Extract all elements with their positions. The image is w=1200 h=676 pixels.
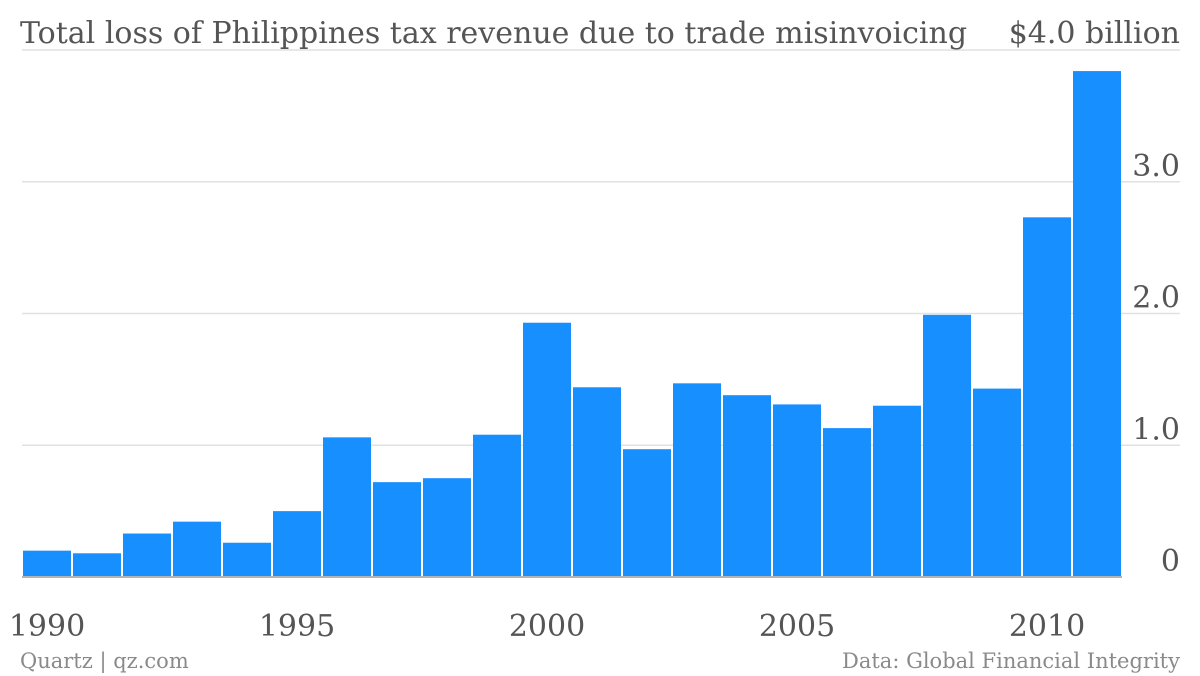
- bar-2008: [923, 314, 971, 577]
- bar-1998: [423, 478, 471, 577]
- bar-2009: [973, 388, 1021, 577]
- bar-1990: [23, 550, 71, 577]
- bar-1993: [173, 521, 221, 577]
- y-tick-label: $4.0 billion: [1009, 16, 1180, 51]
- bar-2002: [623, 449, 671, 577]
- bar-1994: [223, 542, 271, 577]
- x-tick-label: 2005: [759, 609, 835, 644]
- y-tick-label: 0: [1161, 544, 1180, 579]
- y-tick-labels: 0 1.0 2.0 3.0 $4.0 billion: [1009, 16, 1180, 579]
- bars: [23, 71, 1121, 577]
- bar-2011: [1073, 71, 1121, 577]
- bar-1997: [373, 482, 421, 577]
- source-right: Data: Global Financial Integrity: [842, 649, 1180, 673]
- x-tick-label: 2010: [1009, 609, 1085, 644]
- bar-2003: [673, 383, 721, 577]
- gridlines: [22, 49, 1180, 446]
- bar-1992: [123, 533, 171, 577]
- bar-2006: [823, 428, 871, 577]
- y-tick-label: 1.0: [1132, 412, 1180, 447]
- x-tick-label: 1995: [259, 609, 335, 644]
- x-tick-labels: 1990 1995 2000 2005 2010: [9, 609, 1085, 644]
- bar-2005: [773, 404, 821, 577]
- bar-2004: [723, 395, 771, 577]
- y-tick-label: 3.0: [1132, 149, 1180, 184]
- bar-1991: [73, 553, 121, 577]
- x-tick-label: 2000: [509, 609, 585, 644]
- bar-2000: [523, 322, 571, 577]
- bar-1996: [323, 437, 371, 577]
- bar-2001: [573, 387, 621, 577]
- bar-2010: [1023, 217, 1071, 577]
- bar-1999: [473, 434, 521, 577]
- chart-title: Total loss of Philippines tax revenue du…: [20, 16, 967, 51]
- bar-2007: [873, 405, 921, 577]
- x-tick-label: 1990: [9, 609, 85, 644]
- source-left: Quartz | qz.com: [20, 649, 189, 674]
- y-tick-label: 2.0: [1132, 281, 1180, 316]
- bar-1995: [273, 511, 321, 577]
